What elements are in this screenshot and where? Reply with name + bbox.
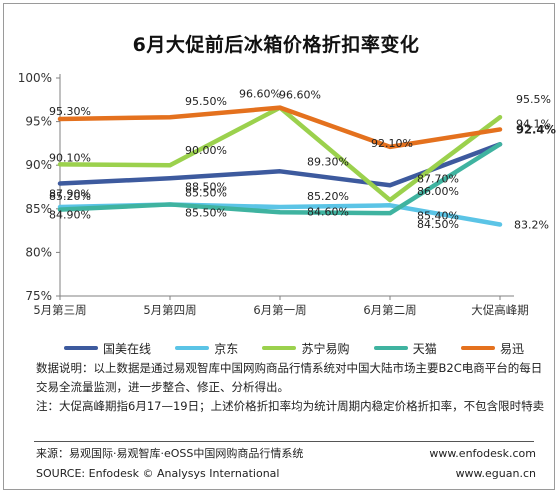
data-label: 89.30% [307, 155, 349, 168]
legend-swatch [175, 346, 210, 350]
data-label: 95.30% [49, 105, 91, 118]
source-en: SOURCE: Enfodesk © Analysys Internationa… [36, 467, 280, 480]
data-label: 96.60% [239, 88, 281, 101]
footnote: 注：大促高峰期指6月17—19日；上述价格折扣率均为统计周期内稳定价格折扣率，不… [36, 399, 545, 413]
data-label: 87.70% [417, 172, 459, 185]
data-label: 84.60% [307, 205, 349, 218]
data-label: 85.50% [185, 206, 227, 219]
y-tick-label: 90% [25, 158, 52, 172]
data-label: 95.50% [185, 95, 227, 108]
legend-item-4: 天猫 [373, 340, 437, 356]
data-label: 92.4% [516, 122, 556, 136]
data-label: 85.50% [185, 186, 227, 199]
data-label: 94.1% [516, 117, 551, 130]
data-description: 数据说明：以上数据是通过易观智库中国网购商品行情系统对中国大陆市场主要B2C电商… [36, 361, 543, 394]
legend-label: 天猫 [412, 341, 437, 356]
legend-label: 易迅 [499, 341, 524, 356]
legend-label: 京东 [214, 341, 239, 356]
source-url-enfodesk[interactable]: www.enfodesk.com [429, 447, 536, 460]
data-labels: 87.90% 88.50% 89.30% 87.70% 92.4% 85.20% 85.50… [49, 88, 556, 232]
data-label: 83.2% [514, 218, 549, 231]
data-label: 87.90% [49, 188, 91, 201]
legend-item-3: 苏宁易购 [262, 340, 349, 356]
legend-label: 苏宁易购 [301, 341, 350, 356]
y-tick-label: 85% [25, 202, 52, 216]
data-label: 96.60% [279, 89, 321, 102]
chart-frame [3, 3, 555, 490]
axes: 75% 80% 85% 90% 95% 100% 5月第三周 5月第四周 6月第一周 6月第二周 大… [18, 71, 529, 317]
legend-label: 国美在线 [103, 341, 152, 356]
y-tick-label: 100% [18, 71, 52, 85]
legend-swatch [64, 346, 98, 350]
notes: 数据说明：以上数据是通过易观智库中国网购商品行情系统对中国大陆市场主要B2C电商… [36, 359, 546, 416]
data-label: 85.20% [307, 190, 349, 203]
data-label: 92.10% [371, 137, 413, 150]
chart-title: 6月大促前后冰箱价格折扣率变化 [132, 34, 420, 56]
source-cn: 来源：易观国际·易观智库·eOSS中国网购商品行情系统 [36, 447, 304, 460]
data-label: 95.5% [516, 93, 551, 106]
legend: 国美在线 京东 苏宁易购 天猫 易迅 [64, 340, 524, 356]
series-lines [57, 105, 503, 227]
source-block: 来源：易观国际·易观智库·eOSS中国网购商品行情系统 www.enfodesk… [36, 444, 536, 484]
x-tick-label: 6月第一周 [253, 303, 306, 317]
data-label: 86.00% [417, 185, 459, 198]
y-tick-label: 95% [25, 115, 52, 129]
x-tick-label: 6月第二周 [363, 303, 416, 317]
data-label: 85.40% [417, 209, 459, 222]
series-line-5 [57, 105, 503, 150]
legend-swatch [373, 346, 408, 350]
line-chart: 75% 80% 85% 90% 95% 100% 5月第三周 5月第四周 6月第一周 6月第二周 大… [18, 71, 557, 317]
data-label: 84.90% [49, 209, 91, 222]
x-tick-label: 5月第三周 [33, 303, 86, 317]
y-tick-label: 80% [25, 245, 52, 259]
y-tick-label: 75% [25, 289, 52, 303]
x-tick-label: 大促高峰期 [471, 303, 529, 317]
legend-item-1: 国美在线 [64, 340, 151, 356]
x-tick-label: 5月第四周 [143, 303, 196, 317]
data-label: 88.50% [185, 180, 227, 193]
data-label: 85.20% [49, 190, 91, 203]
data-label: 90.00% [185, 144, 227, 157]
legend-item-5: 易迅 [460, 340, 524, 356]
footer-divider [34, 441, 534, 442]
legend-swatch [262, 346, 297, 350]
source-url-eguan[interactable]: www.eguan.cn [455, 467, 536, 480]
legend-swatch [460, 346, 495, 350]
legend-item-2: 京东 [175, 340, 238, 356]
data-label: 84.50% [417, 218, 459, 231]
data-label: 90.10% [49, 151, 91, 164]
series-line-4 [57, 142, 503, 216]
